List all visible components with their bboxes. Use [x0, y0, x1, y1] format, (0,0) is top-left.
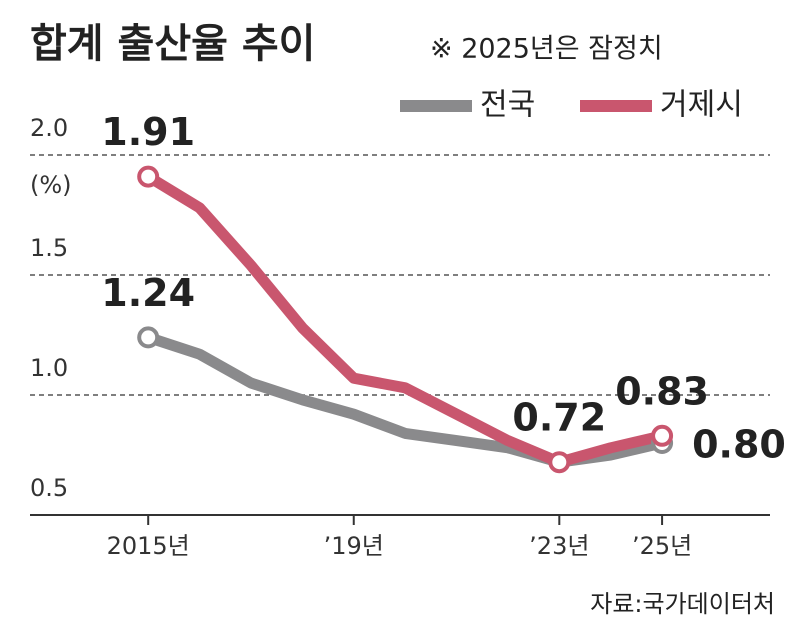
value-label: 0.72 [512, 396, 606, 440]
y-tick-label: 0.5 [30, 474, 68, 502]
y-tick-label: 1.5 [30, 234, 68, 262]
legend-label: 전국 [480, 88, 535, 123]
y-unit: (%) [30, 171, 72, 199]
value-label: 0.80 [692, 423, 786, 467]
source: 자료:국가데이터처 [590, 590, 775, 618]
x-tick-label: ’19년 [324, 532, 384, 560]
point-marker [651, 424, 674, 447]
value-label: 0.83 [615, 369, 709, 413]
value-label: 1.24 [101, 271, 195, 315]
x-tick-label: 2015년 [107, 532, 190, 560]
x-tick-label: ’23년 [529, 532, 589, 560]
y-tick-label: 1.0 [30, 354, 68, 382]
point-marker [137, 326, 160, 349]
value-label: 1.91 [101, 110, 195, 154]
series-line [145, 171, 664, 468]
y-tick-label: 2.0 [30, 114, 68, 142]
chart-subtitle: ※ 2025년은 잠정치 [430, 34, 663, 65]
chart-title: 합계 출산율 추이 [30, 21, 315, 67]
x-tick-label: ’25년 [632, 532, 692, 560]
point-marker [137, 165, 160, 188]
legend-label: 거제시 [660, 88, 743, 123]
point-marker [548, 451, 571, 474]
